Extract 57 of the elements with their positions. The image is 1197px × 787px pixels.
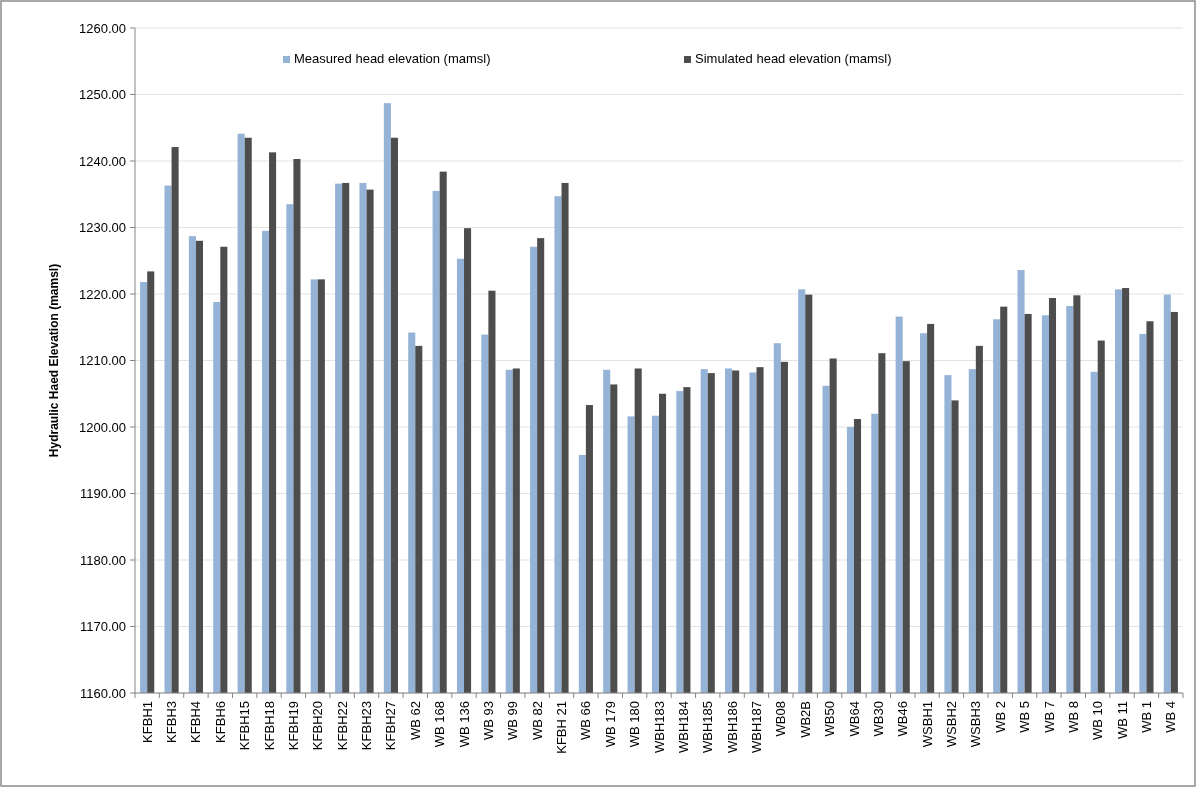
x-tick-label: WB64	[846, 701, 862, 737]
x-tick-label: WB 136	[456, 701, 472, 748]
x-tick-label: WB 93	[480, 701, 496, 741]
x-tick-label: WB 4	[1163, 701, 1179, 733]
y-tick-label: 1260.00	[79, 20, 126, 36]
x-tick-label: WB 8	[1065, 701, 1081, 733]
x-tick-label: WB08	[773, 701, 789, 737]
x-tick-label: WSBH1	[919, 701, 935, 748]
x-tick-label: KFBH23	[359, 701, 375, 751]
x-tick-label: KFBH4	[188, 701, 204, 743]
x-tick-label: WB 66	[578, 701, 594, 741]
x-tick-label: WB 99	[505, 701, 521, 741]
x-tick-label: WB50	[822, 701, 838, 737]
y-tick-label: 1230.00	[79, 220, 126, 236]
x-tick-label: KFBH27	[383, 701, 399, 751]
x-tick-label: WB2B	[797, 701, 813, 738]
x-tick-label: KFBH18	[261, 701, 277, 751]
x-tick-label: KFBH15	[237, 701, 253, 751]
x-tick-label: WBH183	[651, 701, 667, 754]
x-tick-label: WB 2	[992, 701, 1008, 733]
legend-label: Measured head elevation (mamsl)	[294, 51, 491, 67]
x-tick-label: KFBH22	[334, 701, 350, 751]
x-tick-label: KFBH 21	[554, 701, 570, 754]
legend-label: Simulated head elevation (mamsl)	[695, 51, 892, 67]
y-tick-label: 1210.00	[79, 353, 126, 369]
x-tick-label: WB 179	[602, 701, 618, 748]
x-tick-label: WB 168	[432, 701, 448, 748]
x-tick-label: WBH187	[749, 701, 765, 754]
x-tick-label: KFBH6	[212, 701, 228, 743]
y-tick-label: 1190.00	[79, 486, 126, 502]
x-tick-label: WBH185	[700, 701, 716, 754]
x-tick-label: WB 62	[407, 701, 423, 741]
x-tick-label: WSBH3	[968, 701, 984, 748]
y-tick-label: 1220.00	[79, 286, 126, 302]
x-tick-label: WBH186	[724, 701, 740, 754]
x-tick-label: WB30	[870, 701, 886, 737]
x-tick-label: WB 82	[529, 701, 545, 741]
y-tick-label: 1200.00	[79, 419, 126, 435]
y-tick-label: 1160.00	[79, 685, 126, 701]
y-tick-label: 1240.00	[79, 153, 126, 169]
y-tick-label: 1250.00	[79, 87, 126, 103]
x-tick-label: WBH184	[675, 701, 691, 754]
x-tick-label: WB 5	[1017, 701, 1033, 733]
x-tick-label: WB 10	[1090, 701, 1106, 741]
x-tick-label: KFBH20	[310, 701, 326, 751]
y-axis-title: Hydraulic Haed Elevation (mamsl)	[47, 263, 61, 458]
x-tick-label: KFBH1	[139, 701, 155, 743]
x-tick-label: WB 7	[1041, 701, 1057, 733]
x-tick-label: KFBH19	[285, 701, 301, 751]
x-tick-label: KFBH3	[164, 701, 180, 743]
y-tick-label: 1180.00	[79, 552, 126, 568]
x-tick-label: WB46	[895, 701, 911, 737]
y-tick-label: 1170.00	[79, 619, 126, 635]
x-tick-label: WB 11	[1114, 701, 1130, 740]
x-tick-label: WB 1	[1138, 701, 1154, 733]
x-tick-label: WB 180	[627, 701, 643, 748]
x-tick-label: WSBH2	[944, 701, 960, 748]
